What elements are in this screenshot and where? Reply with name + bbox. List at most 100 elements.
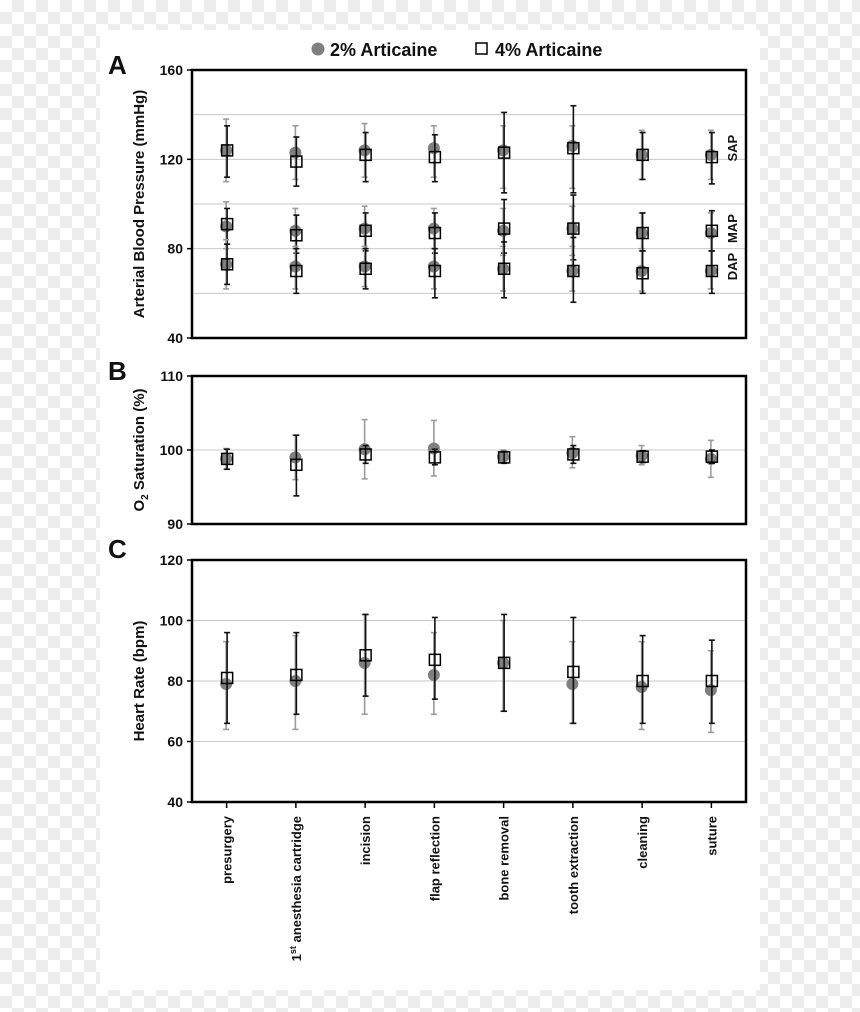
panel-b: 90 100 110 O2 Saturation (%) (131, 368, 748, 532)
panel-c-4-articaine (220, 613, 719, 725)
panel-a-4-articaine-map-point-5 (567, 222, 580, 235)
panel-a-4-articaine-sap-point-5 (567, 141, 580, 155)
panel-a-4-articaine-map-point-2 (359, 224, 372, 238)
panel-b-2-articaine-point-5 (566, 446, 579, 459)
panel-a-right-label-sap: SAP (725, 134, 740, 161)
panel-b-4-articaine-point-4 (497, 451, 511, 464)
panel-a: 40 80 120 160 Arterial Blood Pressure (mmHg)… (131, 62, 748, 346)
panel-b-ytick-label-110: 110 (160, 368, 183, 384)
panel-b-ylabel: O2 Saturation (%) (131, 388, 151, 511)
panel-a-4-articaine-dap-point-3 (428, 264, 442, 278)
panel-a-4-articaine-sap (220, 104, 719, 194)
panel-a-2-articaine-dap-point-4 (497, 262, 510, 275)
x-tick-label-incision: incision (358, 816, 373, 865)
panel-c-ytick-label-60: 60 (167, 734, 183, 750)
panel-c-ytick-label-100: 100 (160, 613, 184, 629)
legend-label-series-1: 2% Articaine (330, 40, 437, 60)
panel-a-4-articaine-sap-point-3 (428, 150, 442, 164)
panel-a-2-articaine-map-point-3 (427, 222, 440, 235)
panel-c-4-articaine-point-7 (705, 674, 719, 688)
panel-a-ytick-label-80: 80 (167, 241, 183, 257)
panel-a-4-articaine-sap-point-7 (705, 150, 719, 164)
panel-b-4-articaine-point-3 (428, 451, 442, 464)
panel-a-4-articaine-dap-point-4 (497, 262, 511, 276)
panel-a-4-articaine-dap-point-0 (220, 258, 234, 271)
panel-a-ytick-label-40: 40 (167, 330, 183, 346)
panel-c-ytick-label-80: 80 (167, 673, 183, 689)
x-tick-label-suture: suture (704, 816, 719, 856)
panel-a-4-articaine-map (220, 194, 719, 261)
panel-letter-c: C (108, 534, 127, 564)
panel-b-frame (190, 374, 748, 526)
panel-c: 40 60 80 100 120 Heart Rate (bpm) presurgery 1s… (131, 552, 748, 961)
x-tick-label-bone-removal: bone removal (497, 816, 512, 901)
x-tick-label-flap-reflection: flap reflection (427, 816, 442, 901)
panel-a-2-articaine-map-point-5 (566, 222, 579, 235)
panel-b-2-articaine-point-6 (635, 449, 648, 462)
panel-b-4-articaine-point-0 (220, 452, 234, 466)
figure: 2% Articaine 4% Articaine A B C 40 80 120 1… (100, 30, 760, 990)
x-tick-label-1st-anesthesia-cartridge: 1st anesthesia cartridge (288, 816, 304, 961)
panel-b-4-articaine (220, 434, 719, 497)
panel-a-2-articaine-map-point-6 (635, 227, 648, 240)
chart-svg: 2% Articaine 4% Articaine A B C 40 80 120 1… (108, 40, 748, 961)
panel-letter-a: A (108, 50, 127, 80)
x-tick-label-presurgery: presurgery (220, 815, 235, 884)
panel-a-2-articaine-dap-point-3 (427, 260, 440, 273)
panel-b-4-articaine-point-7 (705, 450, 719, 463)
panel-a-4-articaine-map-point-7 (705, 224, 719, 238)
panel-c-2-articaine-point-3 (427, 668, 440, 681)
panel-a-2-articaine-dap-point-0 (220, 258, 233, 271)
panel-a-2-articaine-sap (220, 118, 717, 190)
panel-a-4-articaine-dap-point-7 (705, 264, 719, 278)
panel-c-frame (190, 558, 748, 804)
panel-b-4-articaine-point-2 (359, 448, 372, 461)
panel-letter-b: B (108, 356, 127, 386)
panel-c-4-articaine-point-2 (359, 649, 372, 662)
panel-a-4-articaine-dap (220, 236, 719, 304)
panel-a-ylabel: Arterial Blood Pressure (mmHg) (131, 90, 148, 318)
panel-a-ytick-label-120: 120 (160, 151, 184, 167)
panel-a-right-label-dap: DAP (725, 252, 740, 280)
panel-c-2-articaine-point-5 (566, 678, 579, 691)
x-tick-label-cleaning: cleaning (635, 816, 650, 869)
panel-a-4-articaine-sap-point-1 (290, 155, 303, 168)
panel-a-4-articaine-map-point-1 (290, 229, 303, 242)
panel-a-2-articaine-dap-point-5 (566, 265, 579, 277)
panel-a-ytick-label-160: 160 (160, 62, 184, 78)
panel-b-2-articaine-point-1 (289, 451, 302, 464)
legend: 2% Articaine 4% Articaine (311, 40, 602, 60)
panel-a-2-articaine-sap-point-0 (220, 144, 233, 157)
plot-layer: 40 80 120 160 Arterial Blood Pressure (mmHg)… (131, 62, 748, 961)
legend-marker-series-2 (475, 42, 488, 55)
panel-c-4-articaine-point-0 (220, 671, 234, 685)
panel-a-4-articaine-dap-point-5 (567, 264, 580, 278)
panel-c-ytick-label-120: 120 (160, 552, 184, 568)
panel-a-frame (190, 68, 748, 340)
panel-c-ytick-label-40: 40 (167, 794, 183, 810)
panel-c-4-articaine-point-6 (636, 674, 649, 688)
panel-a-4-articaine-map-point-0 (220, 217, 234, 231)
panel-b-2-articaine-point-4 (497, 450, 510, 463)
panel-b-4-articaine-point-5 (567, 448, 580, 461)
panel-a-4-articaine-dap-point-6 (636, 266, 649, 280)
panel-a-4-articaine-dap-point-1 (290, 264, 303, 278)
panel-a-right-label-map: MAP (725, 214, 740, 243)
panel-a-2-articaine-sap-point-2 (358, 144, 371, 157)
panel-c-4-articaine-point-3 (428, 653, 442, 667)
panel-a-2-articaine-dap-point-7 (704, 265, 717, 277)
panel-a-4-articaine-map-point-6 (636, 226, 649, 240)
panel-a-4-articaine-dap-point-2 (359, 262, 372, 276)
panel-c-4-articaine-point-5 (567, 665, 580, 679)
panel-a-2-articaine-sap-point-6 (635, 148, 648, 161)
panel-c-4-articaine-point-1 (290, 668, 303, 682)
panel-b-2-articaine-point-0 (220, 452, 233, 465)
legend-label-series-2: 4% Articaine (495, 40, 602, 60)
panel-a-4-articaine-sap-point-4 (497, 146, 511, 159)
panel-a-2-articaine-dap-point-1 (289, 260, 302, 273)
x-tick-label-tooth-extraction: tooth extraction (566, 816, 581, 914)
panel-a-4-articaine-sap-point-6 (636, 148, 649, 162)
panel-c-2-articaine-point-2 (358, 656, 371, 669)
panel-a-4-articaine-sap-point-0 (220, 144, 234, 157)
panel-b-ytick-label-90: 90 (167, 516, 183, 532)
